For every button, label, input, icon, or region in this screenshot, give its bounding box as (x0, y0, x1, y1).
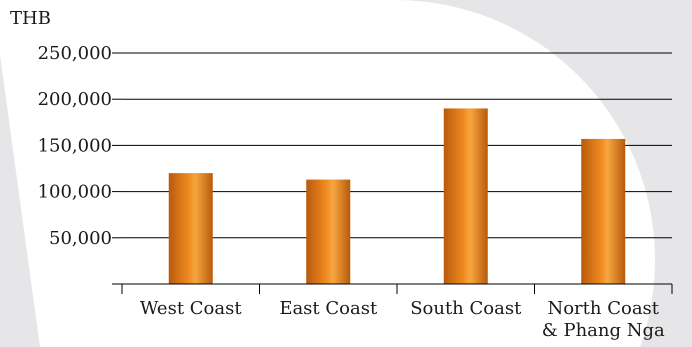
bars (168, 108, 626, 284)
y-tick-label-1: 100,000 (38, 182, 112, 203)
x-category-label-3-line-0: North Coast (547, 298, 659, 319)
x-category-label-2-line-0: South Coast (410, 298, 522, 319)
x-category-label-3-line-1: & Phang Nga (542, 320, 665, 341)
x-axis (112, 283, 673, 294)
bar-1 (306, 179, 351, 284)
x-category-label-0: West Coast (140, 298, 242, 319)
bar-0 (168, 173, 213, 284)
x-category-label-2: South Coast (410, 298, 522, 319)
y-tick-label-0: 50,000 (49, 228, 112, 249)
y-axis-unit-label: THB (10, 8, 51, 29)
y-tick-label-3: 200,000 (38, 89, 112, 110)
background-arc-shape (395, 0, 692, 347)
x-category-label-1: East Coast (279, 298, 378, 319)
bar-3 (581, 138, 626, 284)
y-tick-label-4: 250,000 (38, 43, 112, 64)
x-category-label-3: North Coast & Phang Nga (542, 298, 665, 341)
gridlines (112, 52, 672, 239)
y-tick-label-2: 150,000 (38, 135, 112, 156)
background-left-shape (0, 55, 40, 347)
x-category-label-1-line-0: East Coast (279, 298, 378, 319)
x-category-label-0-line-0: West Coast (140, 298, 242, 319)
y-axis-tick-labels: 50,000 100,000 150,000 200,000 250,000 (38, 43, 112, 249)
x-axis-category-labels: West Coast East Coast South Coast North Coa… (140, 298, 665, 341)
bar-2 (443, 108, 488, 284)
